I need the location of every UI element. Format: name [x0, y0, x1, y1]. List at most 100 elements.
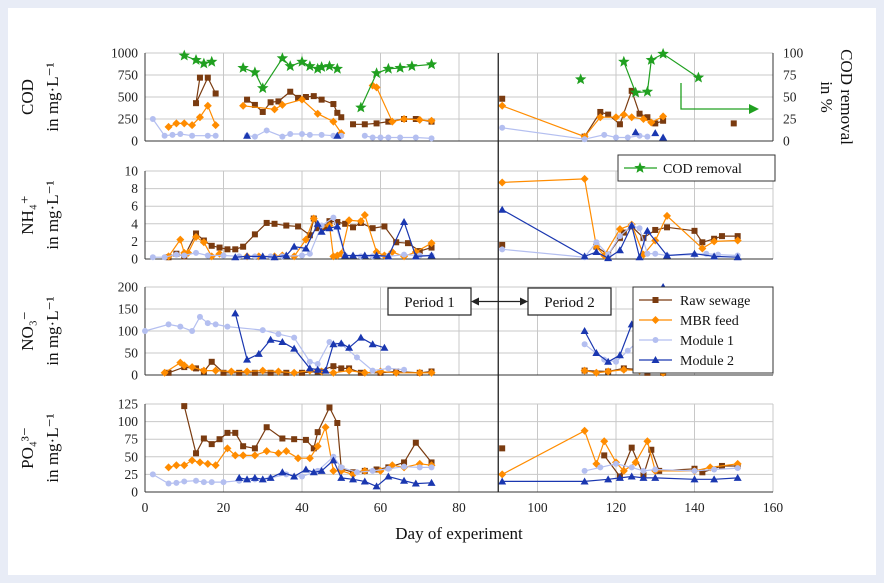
data-point — [690, 249, 699, 257]
data-point — [235, 473, 244, 481]
y-axis-label: PO₄³⁻ — [18, 427, 37, 469]
data-point — [376, 466, 385, 475]
legend-label: Module 1 — [680, 334, 734, 349]
data-point — [270, 253, 279, 261]
data-point — [236, 369, 243, 376]
data-point — [329, 340, 338, 348]
data-point — [718, 233, 725, 240]
data-point — [388, 247, 397, 256]
data-point — [581, 341, 588, 348]
data-point — [173, 251, 180, 258]
data-point — [596, 113, 605, 122]
data-point — [189, 132, 196, 139]
data-point — [318, 131, 325, 138]
data-point — [240, 243, 247, 250]
data-point — [251, 369, 258, 376]
data-point — [411, 252, 420, 260]
data-point — [161, 254, 168, 261]
data-point — [338, 114, 345, 121]
y-tick-label: 1000 — [111, 46, 138, 61]
data-point — [338, 464, 345, 471]
legend-label: Module 2 — [680, 354, 734, 369]
data-point — [211, 121, 220, 130]
data-point — [639, 473, 648, 481]
data-point — [220, 252, 227, 259]
data-point — [291, 436, 298, 443]
data-point — [384, 472, 393, 480]
data-point — [360, 477, 369, 485]
data-point — [412, 439, 419, 446]
data-point — [498, 101, 507, 110]
data-point — [259, 108, 266, 115]
data-point — [310, 445, 317, 452]
data-point — [388, 117, 397, 126]
series-line — [247, 129, 342, 138]
data-point — [406, 60, 418, 72]
removal-axis-arrow-head — [749, 104, 759, 114]
data-point — [172, 119, 181, 128]
data-point — [651, 356, 660, 363]
data-point — [660, 117, 667, 124]
data-point — [337, 473, 346, 481]
y-tick-label: 0 — [131, 252, 138, 267]
data-point — [416, 248, 423, 255]
data-point — [161, 132, 168, 139]
data-point — [369, 225, 376, 232]
series-m2 — [243, 128, 668, 141]
data-point — [619, 466, 628, 475]
data-point — [733, 473, 742, 481]
data-point — [331, 62, 343, 74]
right-y-axis-label: COD removal — [837, 49, 856, 145]
data-point — [329, 456, 338, 464]
data-point — [291, 334, 298, 341]
data-point — [427, 251, 436, 259]
data-point — [581, 467, 588, 474]
data-point — [657, 47, 669, 59]
data-point — [326, 218, 333, 225]
data-point — [250, 451, 259, 460]
data-point — [711, 466, 718, 473]
data-point — [392, 368, 401, 377]
data-point — [355, 101, 367, 113]
y-axis-label-unit: in mg·L⁻¹ — [43, 413, 62, 482]
right-y-tick-label: 100 — [783, 46, 804, 61]
data-point — [604, 475, 613, 483]
data-point — [195, 458, 204, 467]
data-point — [361, 121, 368, 128]
data-point — [601, 452, 608, 459]
legend-label-removal: COD removal — [663, 162, 742, 177]
data-point — [353, 469, 360, 476]
data-point — [400, 218, 409, 226]
data-point — [294, 454, 303, 463]
data-point — [321, 423, 330, 432]
data-point — [345, 366, 354, 375]
period-arrow-head-left — [471, 297, 479, 306]
data-point — [498, 205, 507, 213]
data-point — [250, 473, 259, 481]
data-point — [258, 475, 267, 483]
data-point — [384, 252, 393, 260]
data-point — [647, 118, 656, 127]
right-y-tick-label: 50 — [783, 90, 797, 105]
data-point — [644, 133, 651, 140]
data-point — [648, 446, 655, 453]
data-point — [652, 250, 659, 257]
data-point — [350, 121, 357, 128]
data-point — [164, 463, 173, 472]
data-point — [619, 365, 628, 374]
data-point — [193, 249, 200, 256]
data-point — [604, 357, 613, 365]
removal-axis-arrow — [680, 83, 750, 110]
data-point — [350, 224, 357, 231]
data-point — [232, 429, 239, 436]
series-mbr — [164, 174, 742, 261]
data-point — [356, 217, 365, 226]
data-point — [636, 110, 643, 117]
data-point — [306, 131, 313, 138]
data-point — [181, 252, 188, 259]
data-point — [699, 469, 706, 476]
data-point — [341, 251, 350, 259]
data-point — [710, 252, 719, 260]
data-point — [193, 477, 200, 484]
